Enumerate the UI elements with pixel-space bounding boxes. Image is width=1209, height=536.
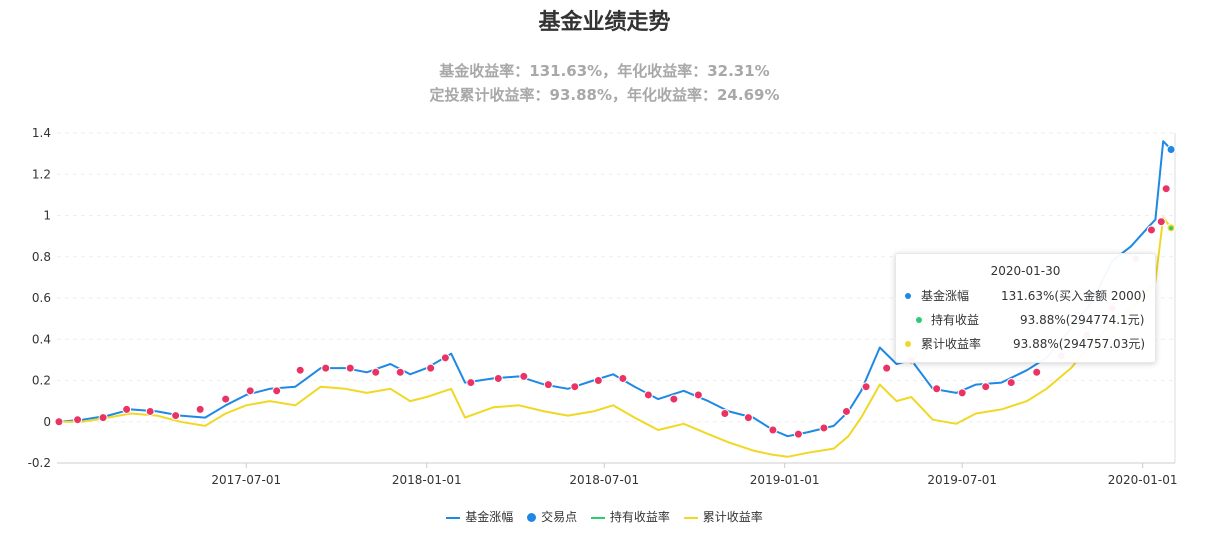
trade-point [295,365,305,375]
legend-hold-label: 持有收益率 [609,510,670,524]
trade-point [371,367,381,377]
tooltip-date: 2020-01-30 [990,264,1061,278]
cumulative-return-line [59,216,1172,458]
fund-return-line [58,140,1172,438]
x-tick-label: 2018-07-01 [569,473,639,487]
chart-title: 基金业绩走势 [538,10,671,35]
trade-point [957,388,967,398]
tooltip-hold-dot-icon [916,317,922,323]
trade-point [440,353,450,363]
tooltip-fund-value: 131.63%(买入金额 2000) [1001,289,1147,303]
trade-point [493,373,503,383]
trade-point [195,404,205,414]
x-tick-label: 2020-01-01 [1108,473,1178,487]
trade-point [1146,225,1156,235]
trade-point [743,413,753,423]
trade-point [321,363,331,373]
tooltip-hold-label: 持有收益 [931,313,980,327]
trade-point [882,363,892,373]
hold-return-point [1169,226,1174,231]
trade-point [793,429,803,439]
trade-point [861,382,871,392]
trade-point [519,371,529,381]
y-tick-label: 1.4 [32,126,51,140]
tooltip-fund-label: 基金涨幅 [921,289,970,303]
fund-return-summary: 基金收益率：131.63%，年化收益率：32.31% [439,62,770,80]
legend-fund[interactable]: 基金涨幅 [446,508,513,525]
legend-fund-label: 基金涨幅 [465,510,514,524]
trade-point [171,411,181,421]
trade-point [426,363,436,373]
legend-cumulative[interactable]: 累计收益率 [683,508,763,525]
y-tick-label: 0.4 [32,332,51,346]
trade-point [466,378,476,388]
trade-point [395,367,405,377]
tooltip-cumulative-dot-icon [905,341,911,347]
trade-point [720,409,730,418]
legend-trade-label: 交易点 [541,510,578,524]
y-tick-label: 0 [43,415,51,429]
trade-point [981,382,991,392]
trade-point [73,415,83,425]
tooltip-cumulative-value: 93.88%(294757.03元) [1013,337,1146,351]
y-tick-label: 1.2 [32,167,51,181]
x-tick-label: 2019-07-01 [927,473,997,487]
x-tick-label: 2018-01-01 [392,473,462,487]
x-tick-label: 2019-01-01 [750,473,820,487]
trade-point [1156,217,1166,227]
trade-point [245,386,255,396]
trade-point [272,386,282,396]
sip-return-summary: 定投累计收益率：93.88%，年化收益率：24.69% [429,86,780,104]
trade-point [1006,378,1016,388]
trade-point [1161,184,1171,194]
fund-end-point [1166,145,1176,154]
y-tick-label: -0.2 [28,456,51,470]
legend-fund-line-icon [446,516,461,519]
legend-trade-dot-icon [527,513,537,522]
axes: -0.2 0 0.2 0.4 0.6 0.8 1 1.2 1.4 2017-07-01 2018-0… [28,126,1178,487]
tooltip-fund-dot-icon [905,293,911,299]
trade-point [819,423,829,433]
trade-point [841,406,851,416]
x-tick-label: 2017-07-01 [211,473,281,487]
trade-point [768,425,778,435]
chart-tooltip: 2020-01-30 基金涨幅 131.63%(买入金额 2000) 持有收益 … [895,253,1156,363]
legend-hold-line-icon [590,516,605,519]
trade-point [98,413,108,423]
trade-point [593,376,603,385]
y-tick-label: 1 [43,209,51,223]
trade-point [932,384,942,394]
trade-point [122,404,132,414]
trade-point [669,394,679,404]
series-lines [58,140,1172,458]
trade-point [221,394,231,404]
legend-trade[interactable]: 交易点 [527,508,577,525]
chart-legend: 基金涨幅 交易点 持有收益率 累计收益率 [0,508,1209,525]
trade-point [145,406,155,416]
legend-cumulative-line-icon [683,516,698,519]
tooltip-cumulative-label: 累计收益率 [921,337,982,351]
tooltip-hold-value: 93.88%(294774.1元) [1020,313,1145,327]
legend-hold[interactable]: 持有收益率 [590,508,670,525]
y-tick-label: 0.8 [32,250,51,264]
trade-point [1032,367,1042,377]
trade-point [543,380,553,390]
trade-point [643,390,653,400]
legend-cumulative-label: 累计收益率 [702,510,763,524]
trade-point [618,373,628,383]
y-tick-label: 0.2 [32,374,51,388]
trade-point [693,390,703,400]
trade-point [54,417,64,427]
trade-point [345,363,355,373]
trade-point [570,382,580,392]
y-tick-label: 0.6 [32,291,51,305]
